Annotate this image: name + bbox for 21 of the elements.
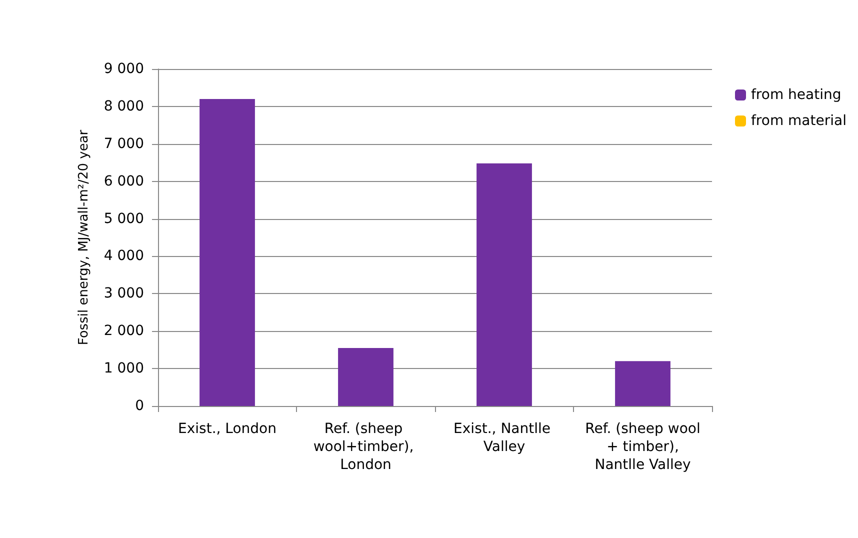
x-tick-label: Exist., Nantlle Valley bbox=[454, 421, 555, 455]
y-tick-label: 2 000 bbox=[104, 323, 144, 340]
y-tick-label: 5 000 bbox=[104, 210, 144, 227]
x-tick-label: Ref. (sheep wool + timber), Nantlle Valley bbox=[585, 421, 700, 473]
bar bbox=[615, 361, 670, 406]
y-tick-label: 8 000 bbox=[104, 98, 144, 114]
y-tick-label: 9 000 bbox=[104, 61, 144, 77]
y-tick-label: 0 bbox=[135, 398, 144, 414]
legend-label: from heating bbox=[751, 87, 842, 103]
y-tick-label: 1 000 bbox=[104, 360, 144, 377]
y-axis-title: Fossil energy, MJ/wall-m²/20 year bbox=[76, 129, 92, 346]
y-tick-label: 6 000 bbox=[104, 173, 144, 190]
bar bbox=[200, 98, 255, 406]
x-tick-label: Exist., London bbox=[178, 421, 276, 437]
x-tick-label: Ref. (sheep wool+timber), London bbox=[313, 421, 418, 473]
bar bbox=[476, 163, 532, 406]
y-tick-label: 7 000 bbox=[104, 136, 144, 152]
y-tick-label: 4 000 bbox=[104, 248, 144, 264]
bar bbox=[338, 348, 394, 406]
y-tick-label: 3 000 bbox=[104, 286, 144, 302]
legend-label: from material bbox=[751, 113, 846, 129]
